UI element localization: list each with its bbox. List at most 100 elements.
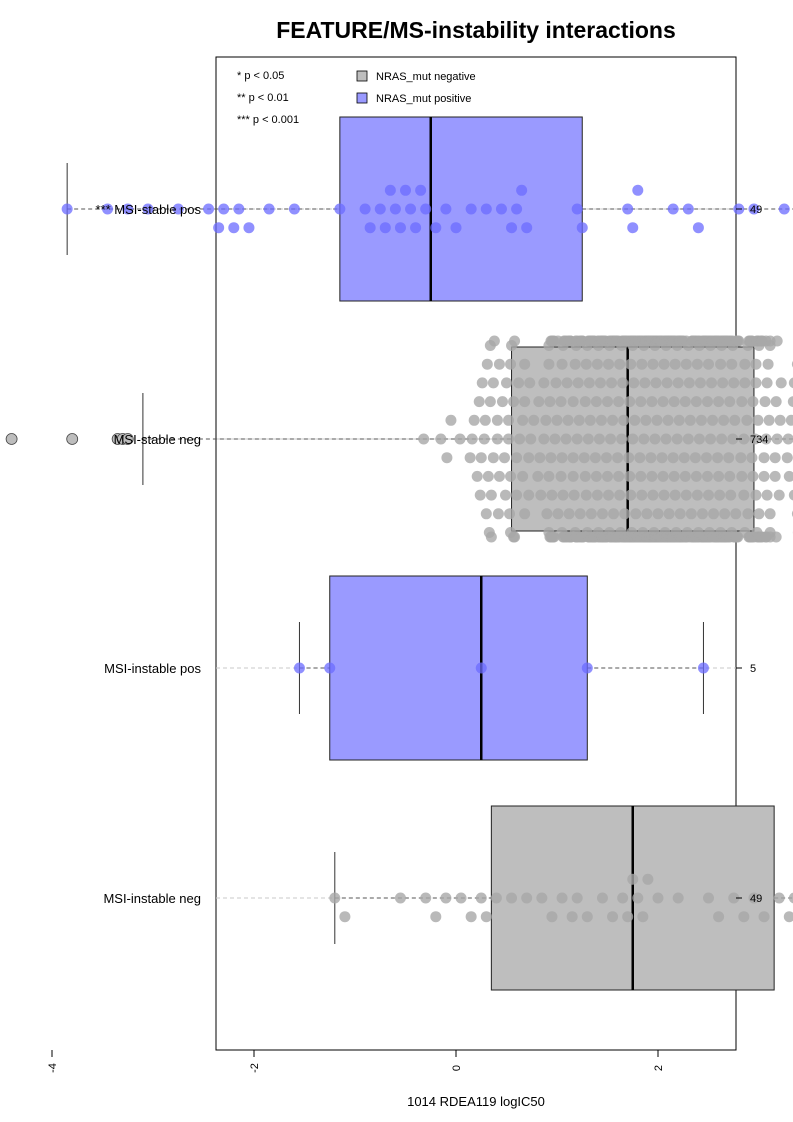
data-point (557, 489, 569, 501)
data-point (473, 396, 485, 408)
data-point (647, 489, 659, 501)
data-point (660, 433, 672, 445)
data-point (538, 433, 550, 445)
data-point (753, 508, 765, 520)
data-point (580, 358, 592, 370)
data-point (474, 489, 486, 501)
data-point (713, 911, 725, 923)
data-point (623, 452, 635, 464)
data-point (741, 414, 753, 426)
data-point (739, 377, 751, 389)
data-point (440, 203, 452, 215)
group-count-label: 49 (750, 204, 762, 216)
data-point (589, 452, 601, 464)
data-point (410, 222, 422, 234)
data-point (543, 470, 555, 482)
x-axis-label: 1014 RDEA119 logIC50 (407, 1094, 545, 1109)
data-point (582, 433, 594, 445)
data-point (465, 203, 477, 215)
group-label: MSI-instable pos (104, 661, 201, 676)
data-point (142, 203, 154, 215)
data-point (730, 508, 742, 520)
data-point (481, 358, 493, 370)
data-point (634, 452, 646, 464)
data-point (441, 452, 453, 464)
data-point (712, 452, 724, 464)
data-point (725, 489, 737, 501)
data-point (760, 433, 772, 445)
data-point (603, 358, 615, 370)
legend-swatch-positive (356, 92, 368, 104)
data-point (701, 470, 713, 482)
data-point (540, 414, 552, 426)
data-point (516, 184, 528, 196)
data-point (528, 414, 540, 426)
data-point (627, 873, 639, 885)
data-point (519, 396, 531, 408)
data-point (716, 433, 728, 445)
data-point (717, 377, 729, 389)
data-point (759, 396, 771, 408)
significance-legend: * p < 0.05 ** p < 0.01 *** p < 0.001 (237, 70, 299, 126)
data-point (692, 222, 704, 234)
data-point (774, 414, 786, 426)
data-point (778, 203, 790, 215)
data-point (584, 414, 596, 426)
data-point (545, 452, 557, 464)
data-point (614, 489, 626, 501)
sig-legend-item-1: * p < 0.05 (237, 70, 284, 82)
data-point (605, 433, 617, 445)
data-point (519, 508, 531, 520)
data-point (637, 911, 649, 923)
data-point (122, 203, 134, 215)
data-point (657, 396, 669, 408)
data-point (635, 396, 647, 408)
data-point (713, 396, 725, 408)
sig-legend-item-2: ** p < 0.01 (237, 92, 289, 104)
data-point (632, 184, 644, 196)
data-point (762, 358, 774, 370)
data-point (596, 508, 608, 520)
data-point (288, 203, 300, 215)
data-point (536, 892, 548, 904)
data-point (533, 396, 545, 408)
data-point (567, 470, 579, 482)
data-point (475, 452, 487, 464)
data-point (636, 358, 648, 370)
data-point (602, 470, 613, 482)
x-ticks: -4-2024 (47, 1050, 665, 1073)
data-point (680, 489, 692, 501)
data-point (703, 358, 714, 370)
data-point (389, 203, 401, 215)
data-point (613, 470, 625, 482)
data-point (329, 892, 341, 904)
data-point (213, 222, 225, 234)
data-point (492, 508, 504, 520)
data-point (663, 508, 675, 520)
data-point (622, 911, 634, 923)
data-point (505, 470, 517, 482)
data-point (661, 377, 673, 389)
data-point (690, 470, 702, 482)
data-point (479, 414, 491, 426)
data-point (691, 358, 703, 370)
data-point (498, 452, 510, 464)
outlier-point (66, 433, 79, 445)
data-point (719, 508, 731, 520)
data-point (585, 508, 597, 520)
data-point (394, 892, 406, 904)
data-point (750, 358, 762, 370)
data-point (511, 452, 523, 464)
data-point (504, 508, 516, 520)
data-point (703, 892, 714, 904)
group-count-label: 734 (750, 434, 768, 446)
data-point (770, 531, 782, 543)
box-group: *** MSI-stable pos 49 (61, 116, 793, 302)
data-point (747, 470, 759, 482)
data-point (705, 433, 717, 445)
data-point (652, 508, 664, 520)
data-point (511, 203, 523, 215)
data-point (487, 452, 499, 464)
data-point (632, 892, 644, 904)
data-point (541, 508, 553, 520)
